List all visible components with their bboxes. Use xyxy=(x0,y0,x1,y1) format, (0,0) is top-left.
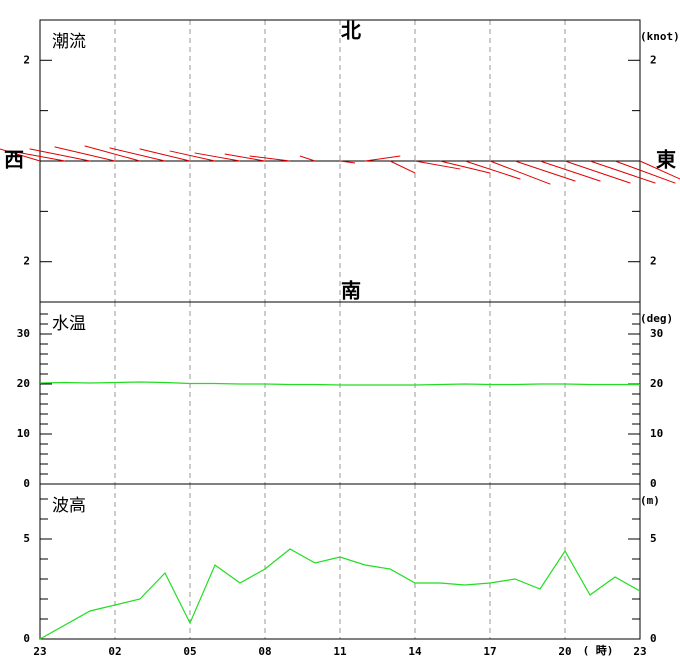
y2-tick-label: 2 xyxy=(650,255,657,268)
y2-tick-label: 30 xyxy=(650,327,663,340)
dir-west: 西 xyxy=(4,148,24,172)
current-vector xyxy=(84,145,141,162)
current-vector xyxy=(339,160,356,164)
current-vector xyxy=(194,152,241,162)
current-vector xyxy=(639,160,680,180)
panel-title: 波高 xyxy=(52,496,86,516)
current-vector xyxy=(9,150,66,162)
current-vector xyxy=(249,155,291,162)
panel-frame xyxy=(39,483,641,640)
current-vector xyxy=(464,160,521,180)
current-vector xyxy=(614,160,676,184)
current-vector xyxy=(414,160,461,170)
current-vector xyxy=(299,155,316,162)
y-tick-label: 2 xyxy=(23,255,30,268)
y2-tick-label: 5 xyxy=(650,532,657,545)
y-tick-label: 30 xyxy=(17,327,30,340)
y2-tick-label: 20 xyxy=(650,377,663,390)
x-tick-label: 08 xyxy=(258,645,271,658)
current-vector xyxy=(0,148,41,162)
data-line xyxy=(39,381,640,386)
dir-east: 東 xyxy=(656,148,676,172)
current-vector xyxy=(564,160,631,184)
x-tick-label: 20 xyxy=(558,645,571,658)
current-vector xyxy=(589,160,656,184)
current-vector xyxy=(109,147,166,162)
y2-tick-label: 0 xyxy=(650,632,657,645)
current-vector xyxy=(389,160,416,174)
x-tick-label: 23 xyxy=(33,645,46,658)
current-vector xyxy=(539,160,601,182)
x-tick-label: 23 xyxy=(633,645,646,658)
current-vector xyxy=(364,155,401,162)
unit-label: (m) xyxy=(640,494,660,507)
current-vector xyxy=(139,148,191,162)
data-line xyxy=(39,548,641,640)
current-vector xyxy=(439,160,491,174)
y-tick-label: 20 xyxy=(17,377,30,390)
unit-label: (knot) xyxy=(640,30,680,43)
x-tick-label: 11 xyxy=(333,645,347,658)
y-tick-label: 0 xyxy=(23,632,30,645)
dir-south: 南 xyxy=(341,279,361,303)
y-tick-label: 5 xyxy=(23,532,30,545)
x-axis-label: ( 時) xyxy=(583,643,614,657)
current-vector xyxy=(224,153,266,162)
y2-tick-label: 2 xyxy=(650,53,657,66)
y-tick-label: 2 xyxy=(23,53,30,66)
panel-title: 水温 xyxy=(52,314,86,334)
y-tick-label: 10 xyxy=(17,427,30,440)
current-vector xyxy=(54,146,116,162)
current-vector xyxy=(29,148,91,162)
x-tick-label: 14 xyxy=(408,645,422,658)
y-tick-label: 0 xyxy=(23,477,30,490)
x-tick-label: 02 xyxy=(108,645,121,658)
dir-north: 北 xyxy=(341,19,361,43)
current-vector xyxy=(169,150,216,162)
y2-tick-label: 0 xyxy=(650,477,657,490)
current-vector xyxy=(489,160,551,185)
unit-label: (deg) xyxy=(640,312,673,325)
current-vector xyxy=(514,160,576,182)
panel-title: 潮流 xyxy=(52,32,86,52)
x-tick-label: 05 xyxy=(183,645,196,658)
x-tick-label: 17 xyxy=(483,645,496,658)
y2-tick-label: 10 xyxy=(650,427,663,440)
